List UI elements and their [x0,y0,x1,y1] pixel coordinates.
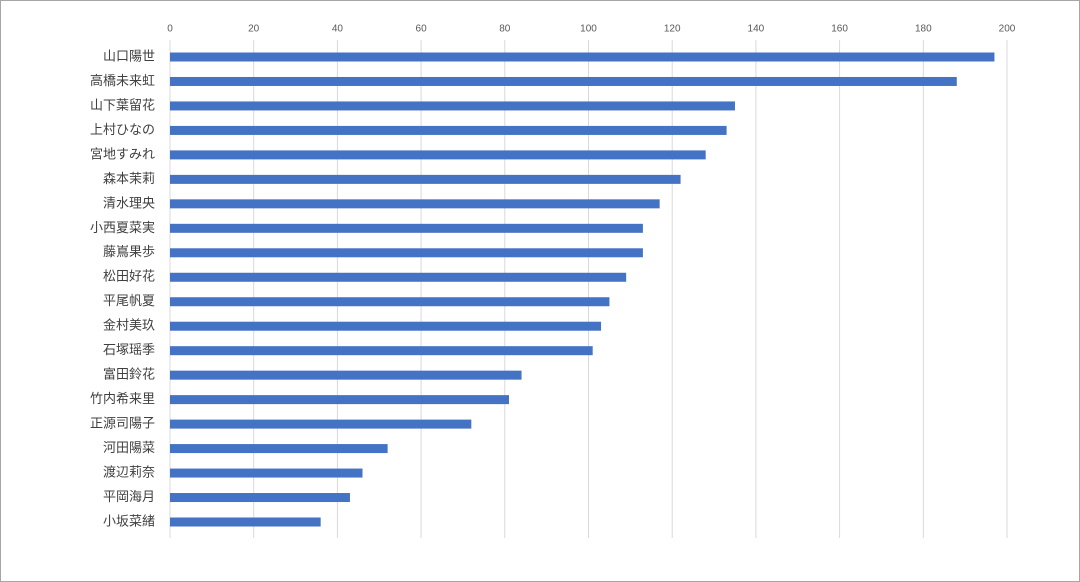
x-tick-label: 60 [416,24,428,35]
bar [170,444,388,454]
y-tick-label: 平尾帆夏 [103,293,155,308]
y-tick-label: 平岡海月 [103,489,155,504]
y-tick-label: 宮地すみれ [90,146,155,161]
x-tick-label: 40 [332,24,344,35]
bar [170,125,727,135]
bar [170,101,735,111]
x-tick-label: 20 [248,24,260,35]
x-tick-label: 160 [831,24,848,35]
y-tick-label: 石塚瑶季 [103,342,155,357]
x-tick-label: 140 [748,24,765,35]
bar [170,419,472,429]
bar [170,223,643,233]
y-tick-label: 金村美玖 [103,318,155,333]
y-tick-label: 正源司陽子 [90,416,155,431]
bar [170,493,350,503]
y-tick-label: 清水理央 [103,195,155,210]
x-tick-label: 80 [499,24,511,35]
bar [170,248,643,258]
y-tick-label: 上村ひなの [90,122,155,137]
x-tick-label: 0 [167,24,173,35]
y-tick-label: 小西夏菜実 [90,220,155,235]
y-tick-label: 山口陽世 [103,48,155,63]
y-tick-label: 山下葉留花 [90,97,155,112]
y-tick-label: 藤嶌果歩 [103,244,155,259]
bar [170,199,660,209]
bar [170,76,957,86]
y-tick-label: 富田鈴花 [103,367,155,382]
y-tick-label: 渡辺莉奈 [103,464,155,479]
y-tick-label: 高橋未来虹 [90,73,155,88]
bar [170,395,509,405]
bar [170,321,602,331]
bar [170,174,681,184]
x-tick-label: 180 [915,24,932,35]
y-tick-label: 竹内希来里 [90,391,155,406]
bar [170,346,593,356]
bar [170,297,610,307]
bar [170,150,706,160]
bar [170,272,627,282]
bar [170,370,522,380]
bar [170,517,321,527]
x-tick-label: 200 [999,24,1016,35]
bar [170,52,995,62]
y-tick-label: 河田陽菜 [103,440,155,455]
x-tick-label: 100 [580,24,597,35]
y-tick-label: 森本茉莉 [103,171,155,186]
y-tick-label: 小坂菜緒 [103,513,155,528]
x-tick-label: 120 [664,24,681,35]
bar [170,468,363,478]
y-tick-label: 松田好花 [103,269,155,284]
